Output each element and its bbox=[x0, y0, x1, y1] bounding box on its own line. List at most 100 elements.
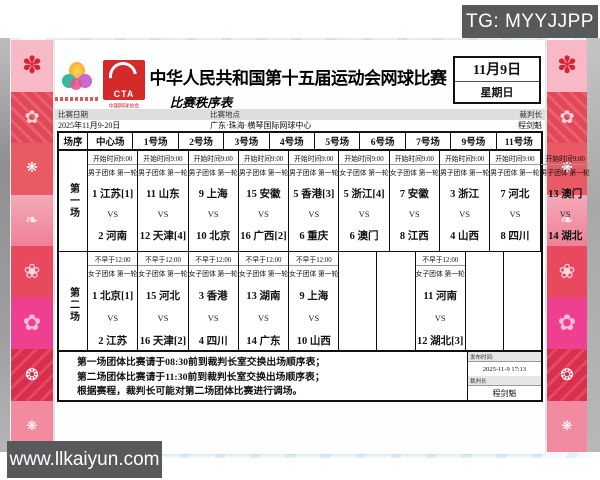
match-start-time: 开始时间9:00 bbox=[540, 151, 590, 165]
cta-logo-caption: 中国网球协会 bbox=[108, 104, 140, 110]
table-row-session2: 第二场 不早于12:00 女子团体 第一轮 1 北京[1] VS 2 江苏 不早… bbox=[59, 251, 541, 358]
team-1: 15 安徽 bbox=[246, 188, 281, 200]
team-2: 16 广西[2] bbox=[240, 230, 287, 242]
vs-label: VS bbox=[509, 209, 521, 219]
match-event: 女子团体 第一轮 bbox=[415, 271, 465, 278]
note-line-2: 第二场团体比赛请于11:30前到裁判长室交换出场顺序表； bbox=[77, 371, 325, 383]
vs-label: VS bbox=[207, 209, 219, 219]
session-order-label: 第一场 bbox=[67, 183, 79, 219]
team-1: 15 河北 bbox=[145, 291, 180, 302]
team-1: 7 安徽 bbox=[399, 188, 429, 200]
blossom-icon: ❀ bbox=[547, 246, 587, 298]
match-start-time: 不早于12:00 bbox=[88, 252, 138, 266]
session-order-label: 第二场 bbox=[67, 287, 79, 323]
publish-time-label: 发布时间: bbox=[468, 352, 541, 362]
team-1: 11 山东 bbox=[146, 188, 180, 200]
vs-label: VS bbox=[308, 209, 320, 219]
match-cell: 不早于12:00 女子团体 第一轮 15 河北 VS 16 天津[2] bbox=[137, 252, 188, 358]
schedule-table: 场序 中心场 1号场 2号场 3号场 4号场 5号场 6号场 7号场 9号场 1… bbox=[57, 131, 590, 360]
note-line-1: 第一场团体比赛请于08:30前到裁判长室交换出场顺序表； bbox=[77, 357, 326, 368]
plum-blossom-icon: ✽ bbox=[11, 40, 53, 92]
referee-sign-label: 裁判长 bbox=[468, 376, 541, 386]
team-2: 14 广东 bbox=[246, 336, 281, 347]
team-2: 8 江西 bbox=[399, 230, 429, 242]
info-label-band: 比赛日期 比赛地点 裁判长 bbox=[55, 109, 545, 120]
vs-label: VS bbox=[258, 209, 269, 219]
match-event: 女子团体 第一轮 bbox=[289, 271, 339, 278]
column-header-court: 4号场 bbox=[268, 133, 314, 149]
match-cell: 开始时间9:00 男子团体 第一轮 7 河北 VS 8 四川 bbox=[489, 151, 540, 251]
match-start-time: 开始时间9:00 bbox=[490, 151, 540, 165]
empty-match-cell bbox=[338, 252, 376, 358]
vs-label: VS bbox=[308, 313, 320, 323]
vs-label: VS bbox=[459, 209, 471, 219]
match-event: 男子团体 第一轮 bbox=[88, 170, 138, 177]
column-header-court: 11号场 bbox=[495, 133, 541, 149]
vs-label: VS bbox=[559, 209, 571, 219]
match-cell: 开始时间9:00 男子团体 第一轮 1 江苏[1] VS 2 河南 bbox=[87, 151, 138, 251]
match-cell: 开始时间9:00 男子团体 第一轮 11 山东 VS 12 天津[4] bbox=[137, 151, 188, 251]
match-event: 男子团体 第一轮 bbox=[188, 170, 238, 177]
match-cell: 开始时间9:00 男子团体 第一轮 9 上海 VS 10 北京 bbox=[187, 151, 238, 251]
publish-time-value: 2025-11-9 17:13 bbox=[482, 365, 527, 373]
empty-match-cell bbox=[464, 252, 503, 358]
match-event: 女子团体 第一轮 bbox=[88, 271, 138, 278]
match-event: 男子团体 第一轮 bbox=[540, 170, 590, 177]
match-cell: 不早于12:00 女子团体 第一轮 3 香港 VS 4 四川 bbox=[187, 252, 238, 358]
team-1: 5 香港[3] bbox=[293, 188, 335, 200]
games-emblem-icon: ❋ bbox=[11, 143, 53, 195]
match-event: 男子团体 第一轮 bbox=[490, 170, 540, 177]
match-start-time: 开始时间9:00 bbox=[138, 151, 188, 165]
column-header-order: 场序 bbox=[63, 138, 83, 148]
column-header-court: 7号场 bbox=[404, 133, 450, 149]
page-title: 中华人民共和国第十五届运动会网球比赛 bbox=[149, 69, 448, 88]
match-start-time: 不早于12:00 bbox=[289, 252, 339, 266]
games-emblem-caption bbox=[55, 97, 99, 101]
right-decorative-banner: ✽ ✿ ❋ ❧ ❀ ✿ ❂ ❋ bbox=[547, 40, 587, 452]
publish-box: 发布时间: 2025-11-9 17:13 裁判长 程剑魁 bbox=[467, 352, 541, 400]
match-event: 男子团体 第一轮 bbox=[238, 170, 289, 177]
match-event: 女子团体 第一轮 bbox=[238, 271, 289, 278]
bauhinia-icon: ✿ bbox=[547, 297, 587, 349]
column-header-court: 1号场 bbox=[132, 133, 177, 149]
match-start-time: 开始时间9:00 bbox=[88, 151, 138, 165]
team-2: 14 湖北 bbox=[548, 230, 583, 242]
table-header-row: 场序 中心场 1号场 2号场 3号场 4号场 5号场 6号场 7号场 9号场 1… bbox=[59, 133, 541, 151]
table-row-session1: 第一场 开始时间9:00 男子团体 第一轮 1 江苏[1] VS 2 河南 开始… bbox=[59, 151, 590, 251]
info-value-band: 2025年11月9-20日 广东·珠海·横琴国际网球中心 程剑魁 bbox=[55, 120, 545, 131]
photo-right-edge bbox=[586, 38, 600, 452]
team-1: 1 江苏[1] bbox=[92, 188, 134, 200]
vs-label: VS bbox=[258, 313, 269, 323]
chief-referee-label: 裁判长 bbox=[519, 110, 543, 119]
referee-sign-value: 程剑魁 bbox=[492, 388, 517, 398]
match-event: 男子团体 第一轮 bbox=[138, 170, 188, 177]
photo-left-edge bbox=[0, 38, 10, 452]
team-1: 7 河北 bbox=[500, 188, 530, 200]
team-2: 12 湖北[3] bbox=[417, 336, 464, 347]
match-start-time: 开始时间9:00 bbox=[289, 151, 339, 165]
column-header-court: 3号场 bbox=[223, 133, 268, 149]
date-value: 11月9日 bbox=[455, 58, 539, 82]
palm-leaf-icon: ❧ bbox=[547, 194, 587, 246]
empty-match-cell bbox=[502, 252, 541, 358]
team-2: 2 江苏 bbox=[98, 336, 128, 347]
match-start-time: 开始时间9:00 bbox=[439, 151, 490, 165]
match-start-time: 开始时间9:00 bbox=[339, 151, 389, 165]
match-cell: 开始时间9:00 女子团体 第一轮 7 安徽 VS 8 江西 bbox=[388, 151, 439, 251]
match-event: 女子团体 第一轮 bbox=[138, 271, 188, 278]
team-2: 10 山西 bbox=[296, 336, 331, 347]
vs-label: VS bbox=[207, 313, 219, 323]
small-emblem-icon: ❋ bbox=[547, 400, 587, 452]
match-cell: 开始时间9:00 男子团体 第一轮 3 浙江 VS 4 山西 bbox=[438, 151, 490, 251]
match-cell: 不早于12:00 女子团体 第一轮 13 湖南 VS 14 广东 bbox=[237, 252, 289, 358]
vs-label: VS bbox=[157, 209, 169, 219]
match-start-time: 不早于12:00 bbox=[188, 252, 238, 266]
vs-label: VS bbox=[408, 209, 420, 219]
match-event: 女子团体 第一轮 bbox=[188, 271, 238, 278]
team-1: 3 浙江 bbox=[450, 188, 480, 200]
vs-label: VS bbox=[107, 209, 119, 219]
team-2: 2 河南 bbox=[98, 230, 128, 242]
cta-logo-text: CTA bbox=[113, 89, 135, 99]
team-1: 13 湖南 bbox=[246, 291, 281, 302]
